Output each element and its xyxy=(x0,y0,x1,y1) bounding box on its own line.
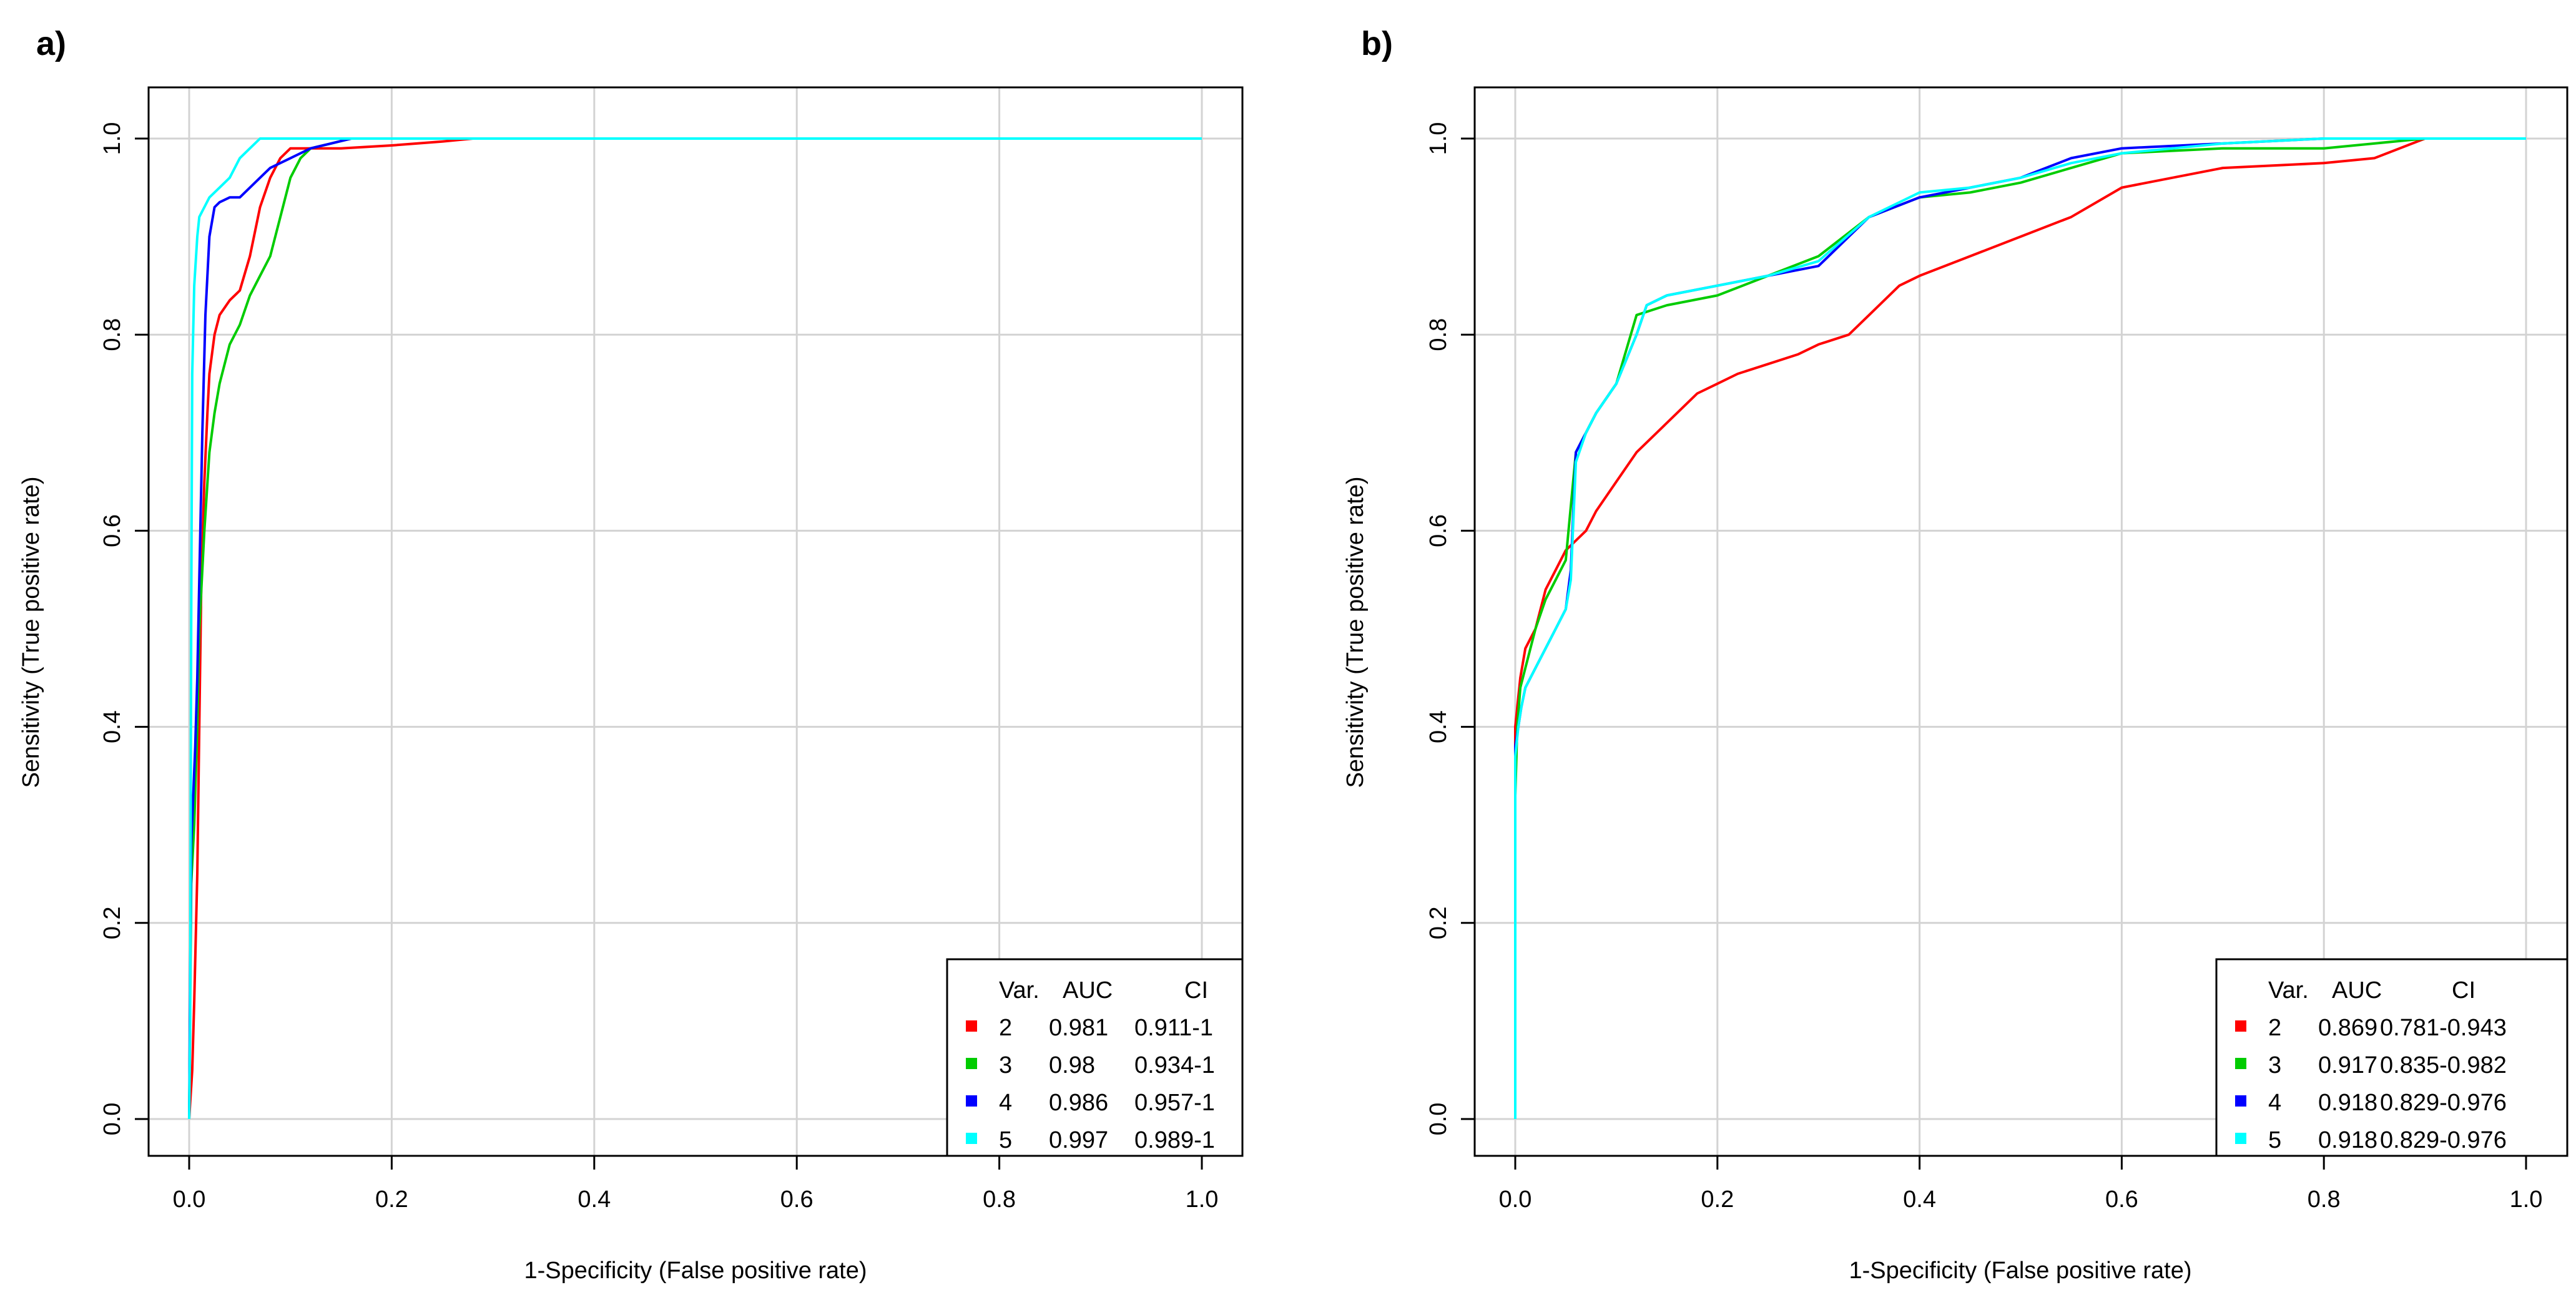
plot-frame xyxy=(147,86,1244,1157)
roc-panel-a: a) 0.0 0.2 0.4 0.6 0.8 1.0 0.0 0.2 0.4 0.6 0.8 1.0 1-… xyxy=(18,25,1244,1284)
legend-auc: 0.917 xyxy=(2318,1052,2377,1078)
legend-header-var: Var. xyxy=(999,977,1040,1004)
legend-header-ci: CI xyxy=(1184,977,1208,1004)
x-tick-label: 0.4 xyxy=(578,1186,611,1213)
x-tick-label: 0.0 xyxy=(173,1186,206,1213)
y-tick-label: 0.2 xyxy=(99,906,125,939)
y-axis-title: Sensitivity (True positive rate) xyxy=(18,476,44,788)
legend-box xyxy=(2215,958,2569,1157)
x-tick-label: 0.2 xyxy=(375,1186,408,1213)
legend-var: 5 xyxy=(999,1127,1012,1153)
x-tick-label: 0.6 xyxy=(780,1186,814,1213)
roc-curve-var-5 xyxy=(188,137,1202,1120)
roc-panel-b: b) 0.0 0.2 0.4 0.6 0.8 1.0 0.0 0.2 0.4 0.6 0.8 1.0 1-… xyxy=(1342,25,2569,1284)
legend-header-auc: AUC xyxy=(1063,977,1113,1004)
x-axis-title: 1-Specificity (False positive rate) xyxy=(1849,1258,2191,1284)
y-tick-label: 0.8 xyxy=(1425,318,1452,351)
legend-swatch-var-4 xyxy=(2235,1095,2246,1107)
legend-auc: 0.986 xyxy=(1049,1090,1108,1116)
legend-auc: 0.869 xyxy=(2318,1015,2377,1041)
legend: Var. AUC CI 2 0.869 0.781-0.943 3 0.917 0.835-0.… xyxy=(2215,958,2569,1157)
legend-ci: 0.934-1 xyxy=(1134,1052,1215,1078)
legend-swatch-var-3 xyxy=(966,1058,977,1069)
legend: Var. AUC CI 2 0.981 0.911-1 3 0.98 0.934-1 4 0.986… xyxy=(946,958,1244,1157)
plot-frame xyxy=(1473,86,2569,1157)
y-tick-label: 1.0 xyxy=(1425,122,1452,155)
legend-var: 4 xyxy=(2268,1090,2281,1116)
y-tick-label: 0.0 xyxy=(1425,1103,1452,1136)
legend-ci: 0.829-0.976 xyxy=(2380,1127,2507,1153)
legend-auc: 0.98 xyxy=(1049,1052,1095,1078)
x-tick-label: 0.8 xyxy=(2308,1186,2341,1213)
legend-ci: 0.911-1 xyxy=(1134,1015,1213,1041)
legend-swatch-var-5 xyxy=(966,1133,977,1144)
roc-curve-var-5 xyxy=(1514,137,2526,1119)
y-tick-label: 0.6 xyxy=(99,514,125,547)
x-tick-label: 0.8 xyxy=(983,1186,1016,1213)
y-tick-label: 0.4 xyxy=(1425,710,1452,743)
x-tick-label: 0.4 xyxy=(1903,1186,1936,1213)
legend-header-ci: CI xyxy=(2452,977,2475,1004)
x-tick-label: 0.0 xyxy=(1499,1186,1532,1213)
legend-var: 3 xyxy=(2268,1052,2281,1078)
x-axis-title: 1-Specificity (False positive rate) xyxy=(524,1258,867,1284)
y-tick-label: 0.8 xyxy=(99,318,125,351)
roc-curve-var-2 xyxy=(188,137,1202,1120)
legend-ci: 0.989-1 xyxy=(1134,1127,1215,1153)
legend-auc: 0.981 xyxy=(1049,1015,1108,1041)
legend-var: 3 xyxy=(999,1052,1012,1078)
roc-curve-var-3 xyxy=(1514,137,2526,1119)
y-tick-label: 0.6 xyxy=(1425,514,1452,547)
legend-ci: 0.957-1 xyxy=(1134,1090,1215,1116)
grid xyxy=(1475,87,2567,1156)
legend-ci: 0.829-0.976 xyxy=(2380,1090,2507,1116)
legend-ci: 0.781-0.943 xyxy=(2380,1015,2507,1041)
legend-ci: 0.835-0.982 xyxy=(2380,1052,2507,1078)
panel-label: a) xyxy=(36,25,66,62)
legend-auc: 0.918 xyxy=(2318,1090,2377,1116)
panel-label: b) xyxy=(1361,25,1393,62)
y-tick-label: 1.0 xyxy=(99,122,125,155)
legend-swatch-var-5 xyxy=(2235,1133,2246,1144)
legend-var: 5 xyxy=(2268,1127,2281,1153)
legend-swatch-var-4 xyxy=(966,1095,977,1107)
x-tick-label: 1.0 xyxy=(2510,1186,2543,1213)
x-tick-label: 0.2 xyxy=(1701,1186,1734,1213)
y-tick-label: 0.4 xyxy=(99,710,125,743)
roc-curve-var-4 xyxy=(188,137,1202,1120)
y-tick-label: 0.2 xyxy=(1425,906,1452,939)
legend-box xyxy=(946,958,1244,1157)
legend-auc: 0.997 xyxy=(1049,1127,1108,1153)
legend-var: 2 xyxy=(999,1015,1012,1041)
legend-var: 2 xyxy=(2268,1015,2281,1041)
y-axis-title: Sensitivity (True positive rate) xyxy=(1342,476,1369,788)
legend-auc: 0.918 xyxy=(2318,1127,2377,1153)
roc-curve-var-2 xyxy=(1514,137,2526,1119)
legend-var: 4 xyxy=(999,1090,1012,1116)
legend-header-var: Var. xyxy=(2268,977,2309,1004)
y-tick-label: 0.0 xyxy=(99,1103,125,1136)
legend-swatch-var-2 xyxy=(966,1020,977,1032)
legend-header-auc: AUC xyxy=(2332,977,2382,1004)
legend-swatch-var-3 xyxy=(2235,1058,2246,1069)
x-tick-label: 0.6 xyxy=(2105,1186,2138,1213)
x-tick-label: 1.0 xyxy=(1186,1186,1219,1213)
legend-swatch-var-2 xyxy=(2235,1020,2246,1032)
